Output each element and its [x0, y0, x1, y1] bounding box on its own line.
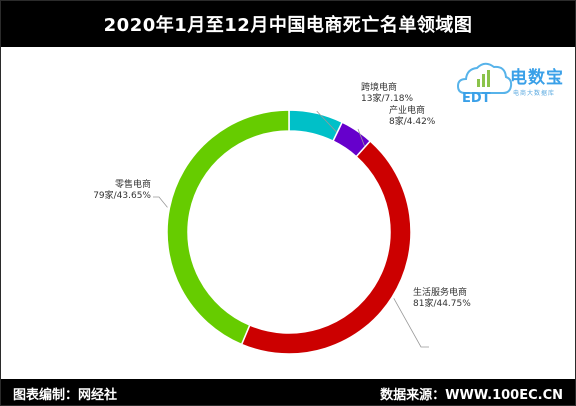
- donut-slice-4: [166, 109, 290, 346]
- title-bar: 2020年1月至12月中国电商死亡名单领域图: [1, 1, 575, 47]
- leader-line-4: [153, 196, 168, 208]
- chart-title: 2020年1月至12月中国电商死亡名单领域图: [103, 15, 473, 36]
- donut-slice-1: [288, 109, 344, 143]
- slice-name-label-3: 生活服务电商: [413, 286, 467, 298]
- leader-line-3: [393, 298, 429, 348]
- logo-subtitle: 电商大数据库: [513, 90, 556, 97]
- slice-value-label-4: 79家/43.65%: [93, 189, 151, 201]
- cloud-chart-logo-icon: EDT: [457, 62, 513, 103]
- slice-value-label-3: 81家/44.75%: [413, 297, 471, 309]
- donut-slice-3: [240, 139, 412, 355]
- footer-bar: 图表编制：网经社 数据来源：WWW.100EC.CN: [1, 379, 575, 405]
- footer-editor: 图表编制：网经社: [13, 388, 118, 403]
- logo-letters: EDT: [462, 91, 491, 103]
- logo: EDT 电数宝 电商大数据库: [457, 57, 573, 103]
- slice-name-label-2: 产业电商: [389, 104, 425, 116]
- slice-value-label-2: 8家/4.42%: [389, 115, 436, 127]
- slice-name-label-1: 跨境电商: [361, 81, 397, 93]
- logo-name: 电数宝: [510, 68, 564, 88]
- slice-name-label-4: 零售电商: [115, 178, 151, 190]
- slice-value-label-1: 13家/7.18%: [361, 92, 414, 104]
- footer-source: 数据来源：WWW.100EC.CN: [380, 388, 563, 403]
